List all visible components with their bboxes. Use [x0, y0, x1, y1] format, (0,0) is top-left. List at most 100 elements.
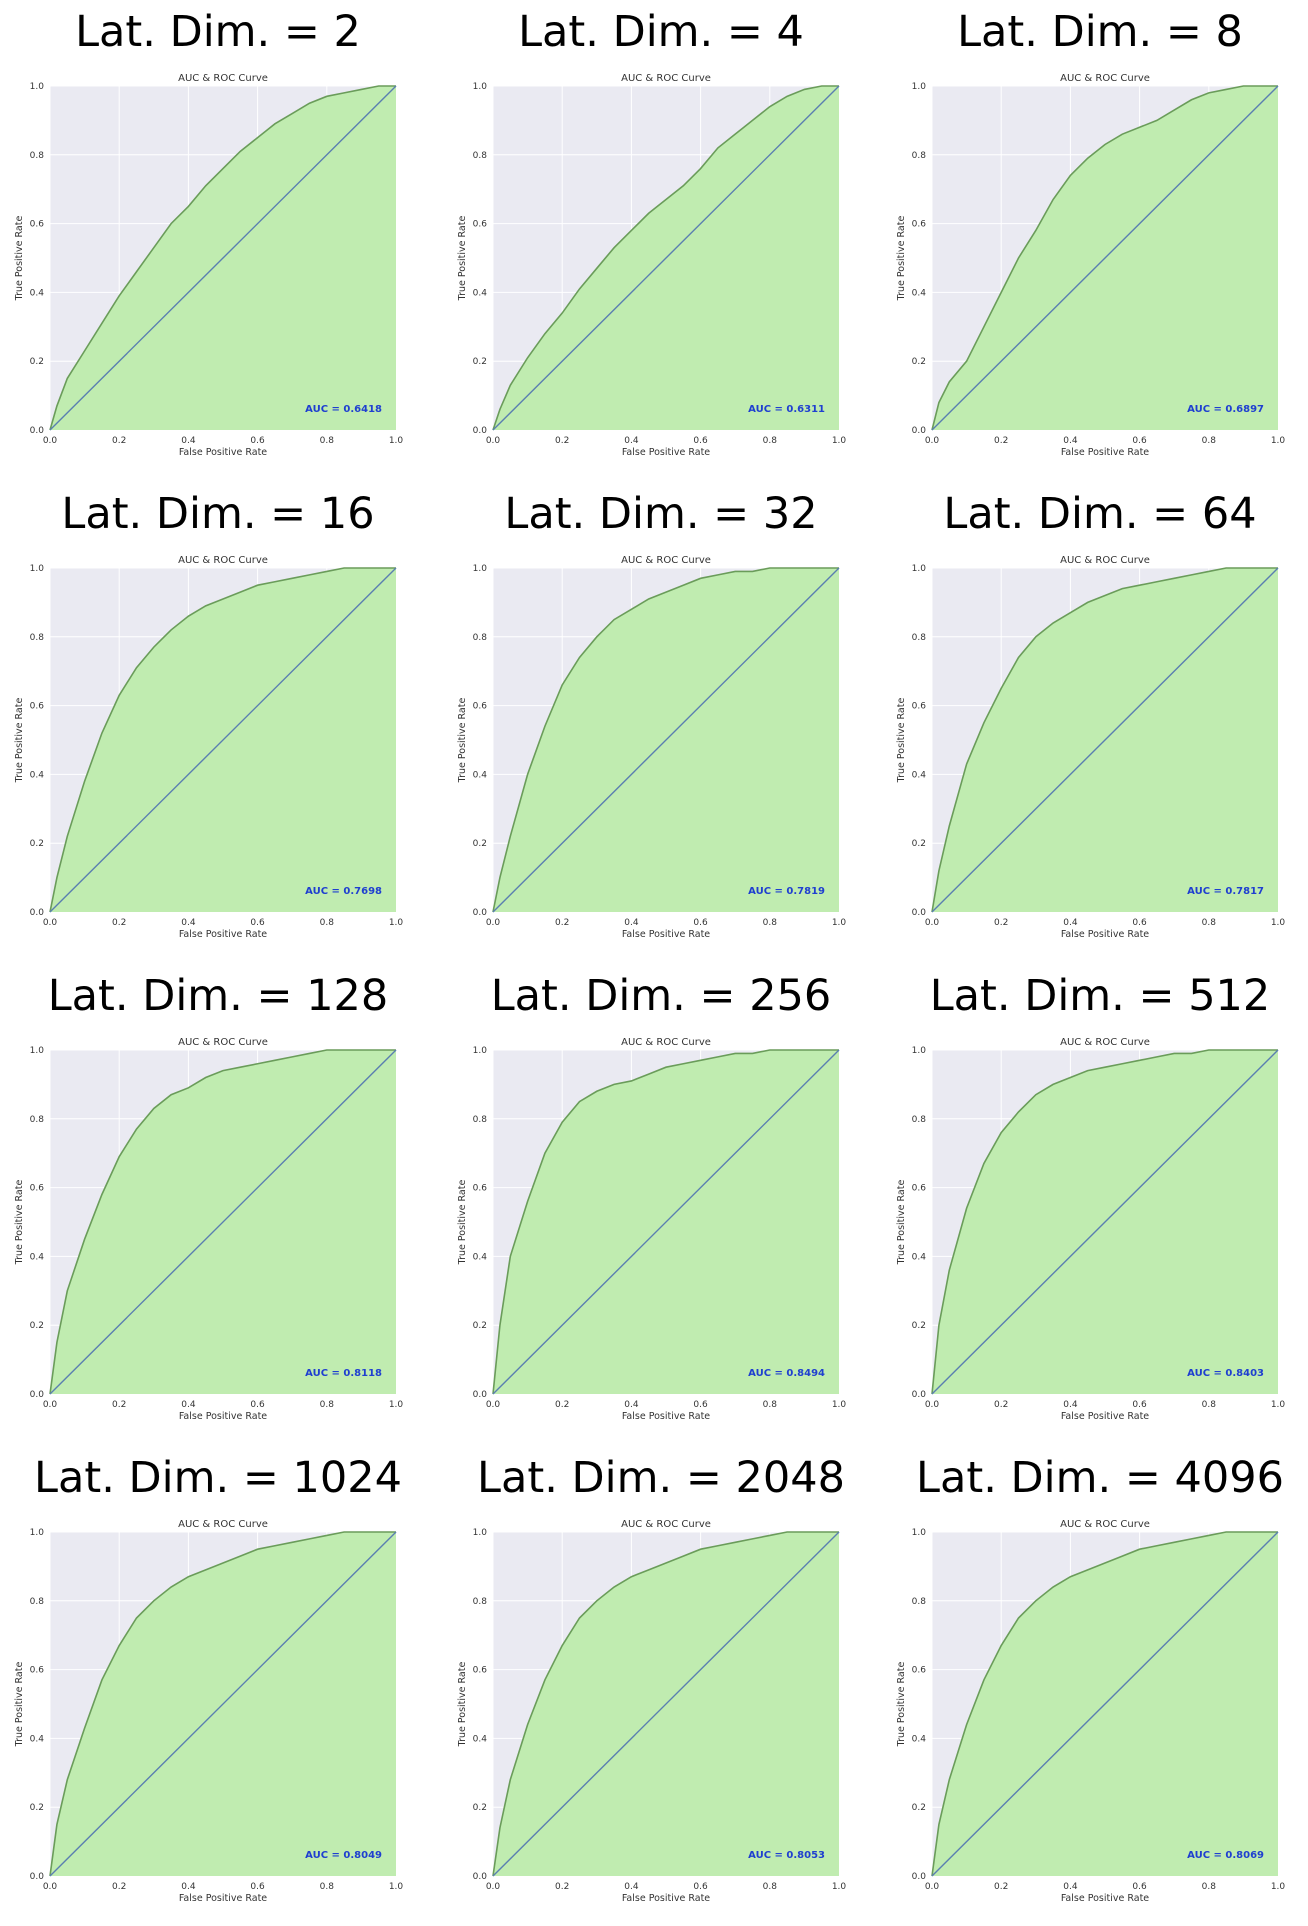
- panel-title: Lat. Dim. = 512: [929, 971, 1271, 1021]
- x-tick-label: 0.4: [624, 1400, 639, 1410]
- y-tick-label: 0.4: [473, 1734, 488, 1744]
- panel-title: Lat. Dim. = 16: [61, 489, 375, 539]
- x-tick-label: 0.0: [486, 1882, 501, 1892]
- x-axis-label: False Positive Rate: [179, 1411, 267, 1422]
- roc-chart: AUC & ROC Curve 0.0 0.2 0.4 0.6 0.8 1.0 0.0 0.2 0…: [896, 73, 1285, 458]
- y-tick-label: 0.0: [912, 426, 927, 436]
- y-tick-label: 0.2: [473, 1803, 487, 1813]
- y-tick-label: 1.0: [30, 1528, 45, 1538]
- y-tick-label: 0.8: [30, 151, 45, 161]
- x-tick-label: 0.4: [181, 1882, 196, 1892]
- auc-value-label: AUC = 0.6418: [305, 404, 382, 415]
- y-tick-label: 0.4: [473, 288, 488, 298]
- auc-value-label: AUC = 0.7817: [1187, 886, 1264, 897]
- auc-value-label: AUC = 0.8069: [1187, 1850, 1264, 1861]
- x-tick-label: 0.0: [43, 1882, 58, 1892]
- x-tick-label: 0.0: [43, 918, 58, 928]
- y-tick-label: 0.2: [30, 839, 44, 849]
- y-tick-label: 0.0: [473, 908, 488, 918]
- auc-value-label: AUC = 0.7698: [305, 886, 382, 897]
- y-tick-label: 0.2: [30, 1321, 44, 1331]
- panel-lat-dim-512: Lat. Dim. = 512 AUC & ROC Curve 0.0 0.2 0.4…: [882, 964, 1308, 1444]
- x-axis-label: False Positive Rate: [622, 929, 710, 940]
- x-tick-label: 0.8: [320, 918, 335, 928]
- x-tick-label: 0.0: [925, 1882, 940, 1892]
- auc-value-label: AUC = 0.8403: [1187, 1368, 1264, 1379]
- y-tick-label: 0.8: [473, 633, 488, 643]
- x-tick-label: 0.2: [994, 1400, 1008, 1410]
- x-tick-label: 0.0: [43, 436, 58, 446]
- y-tick-label: 1.0: [473, 1046, 488, 1056]
- roc-chart: AUC & ROC Curve 0.0 0.2 0.4 0.6 0.8 1.0 0.0 0.2 0…: [14, 1519, 404, 1904]
- y-axis-label: True Positive Rate: [457, 1662, 468, 1748]
- y-tick-label: 0.8: [912, 633, 927, 643]
- y-tick-label: 0.4: [473, 1252, 488, 1262]
- y-tick-label: 0.6: [912, 1666, 927, 1676]
- x-tick-label: 0.2: [112, 918, 126, 928]
- x-axis-label: False Positive Rate: [1061, 929, 1149, 940]
- chart-title: AUC & ROC Curve: [178, 1037, 268, 1048]
- y-tick-label: 0.0: [30, 908, 45, 918]
- x-tick-label: 0.2: [994, 1882, 1008, 1892]
- diagonal-reference-line: [49, 1531, 397, 1877]
- x-tick-label: 1.0: [1271, 1400, 1286, 1410]
- x-axis-label: False Positive Rate: [1061, 447, 1149, 458]
- diagonal-reference-line: [49, 567, 397, 913]
- chart-title: AUC & ROC Curve: [178, 1519, 268, 1530]
- y-tick-label: 0.4: [30, 1734, 45, 1744]
- roc-chart: AUC & ROC Curve 0.0 0.2 0.4 0.6 0.8 1.0 0.0 0.2 0…: [896, 1037, 1286, 1422]
- roc-curve-line: [931, 1049, 1278, 1395]
- panel-lat-dim-64: Lat. Dim. = 64 AUC & ROC Curve 0.0 0.2 0.4 0…: [882, 482, 1308, 962]
- y-tick-label: 0.0: [30, 1390, 45, 1400]
- roc-curve-line: [931, 85, 1278, 431]
- x-tick-label: 0.8: [763, 1882, 778, 1892]
- diagonal-reference-line: [492, 85, 840, 431]
- x-tick-label: 0.2: [555, 1400, 569, 1410]
- roc-chart: AUC & ROC Curve 0.0 0.2 0.4 0.6 0.8 1.0 0.0 0.2 0…: [14, 555, 404, 940]
- panel-lat-dim-4: Lat. Dim. = 4 AUC & ROC Curve 0.0 0.2 0.4 0.…: [443, 0, 879, 480]
- y-tick-label: 0.8: [912, 1597, 927, 1607]
- x-axis-label: False Positive Rate: [179, 1893, 267, 1904]
- y-tick-label: 1.0: [473, 82, 488, 92]
- y-tick-label: 1.0: [473, 1528, 488, 1538]
- roc-chart: AUC & ROC Curve 0.0 0.2 0.4 0.6 0.8 1.0 0.0 0.2 0…: [457, 1519, 847, 1904]
- y-axis-label: True Positive Rate: [457, 216, 468, 302]
- x-tick-label: 1.0: [832, 918, 847, 928]
- y-tick-label: 0.0: [473, 426, 488, 436]
- roc-chart: AUC & ROC Curve 0.0 0.2 0.4 0.6 0.8 1.0 0.0 0.2 0…: [896, 555, 1285, 940]
- chart-title: AUC & ROC Curve: [1060, 1037, 1150, 1048]
- y-tick-label: 0.6: [912, 1184, 927, 1194]
- x-tick-label: 1.0: [389, 918, 404, 928]
- y-tick-label: 0.6: [473, 1666, 488, 1676]
- y-tick-label: 0.2: [473, 1321, 487, 1331]
- x-tick-label: 0.8: [763, 436, 778, 446]
- x-tick-label: 0.6: [1132, 1400, 1147, 1410]
- panel-title: Lat. Dim. = 256: [490, 971, 832, 1021]
- y-tick-label: 0.4: [912, 1734, 927, 1744]
- y-tick-label: 1.0: [912, 82, 927, 92]
- roc-curve-line: [492, 85, 839, 431]
- auc-value-label: AUC = 0.8118: [305, 1368, 382, 1379]
- x-tick-label: 1.0: [389, 1882, 404, 1892]
- y-tick-label: 0.6: [30, 1666, 45, 1676]
- x-axis-label: False Positive Rate: [179, 929, 267, 940]
- roc-chart: AUC & ROC Curve 0.0 0.2 0.4 0.6 0.8 1.0 0.0 0.2 0…: [14, 73, 403, 458]
- y-tick-label: 0.6: [912, 220, 927, 230]
- x-axis-label: False Positive Rate: [179, 447, 267, 458]
- auc-value-label: AUC = 0.6897: [1187, 404, 1264, 415]
- x-tick-label: 0.8: [763, 918, 778, 928]
- panel-lat-dim-2048: Lat. Dim. = 2048 AUC & ROC Curve 0.0 0.2 0.…: [443, 1446, 879, 1926]
- chart-title: AUC & ROC Curve: [621, 1519, 711, 1530]
- x-tick-label: 0.2: [112, 1882, 126, 1892]
- chart-title: AUC & ROC Curve: [178, 73, 268, 84]
- y-axis-label: True Positive Rate: [14, 1662, 25, 1748]
- panel-title: Lat. Dim. = 2: [75, 7, 361, 57]
- y-tick-label: 0.2: [473, 839, 487, 849]
- diagonal-reference-line: [931, 567, 1279, 913]
- y-tick-label: 0.0: [30, 426, 45, 436]
- x-tick-label: 1.0: [832, 1882, 847, 1892]
- auc-value-label: AUC = 0.8053: [748, 1850, 825, 1861]
- y-tick-label: 0.0: [30, 1872, 45, 1882]
- y-tick-label: 0.8: [30, 1115, 45, 1125]
